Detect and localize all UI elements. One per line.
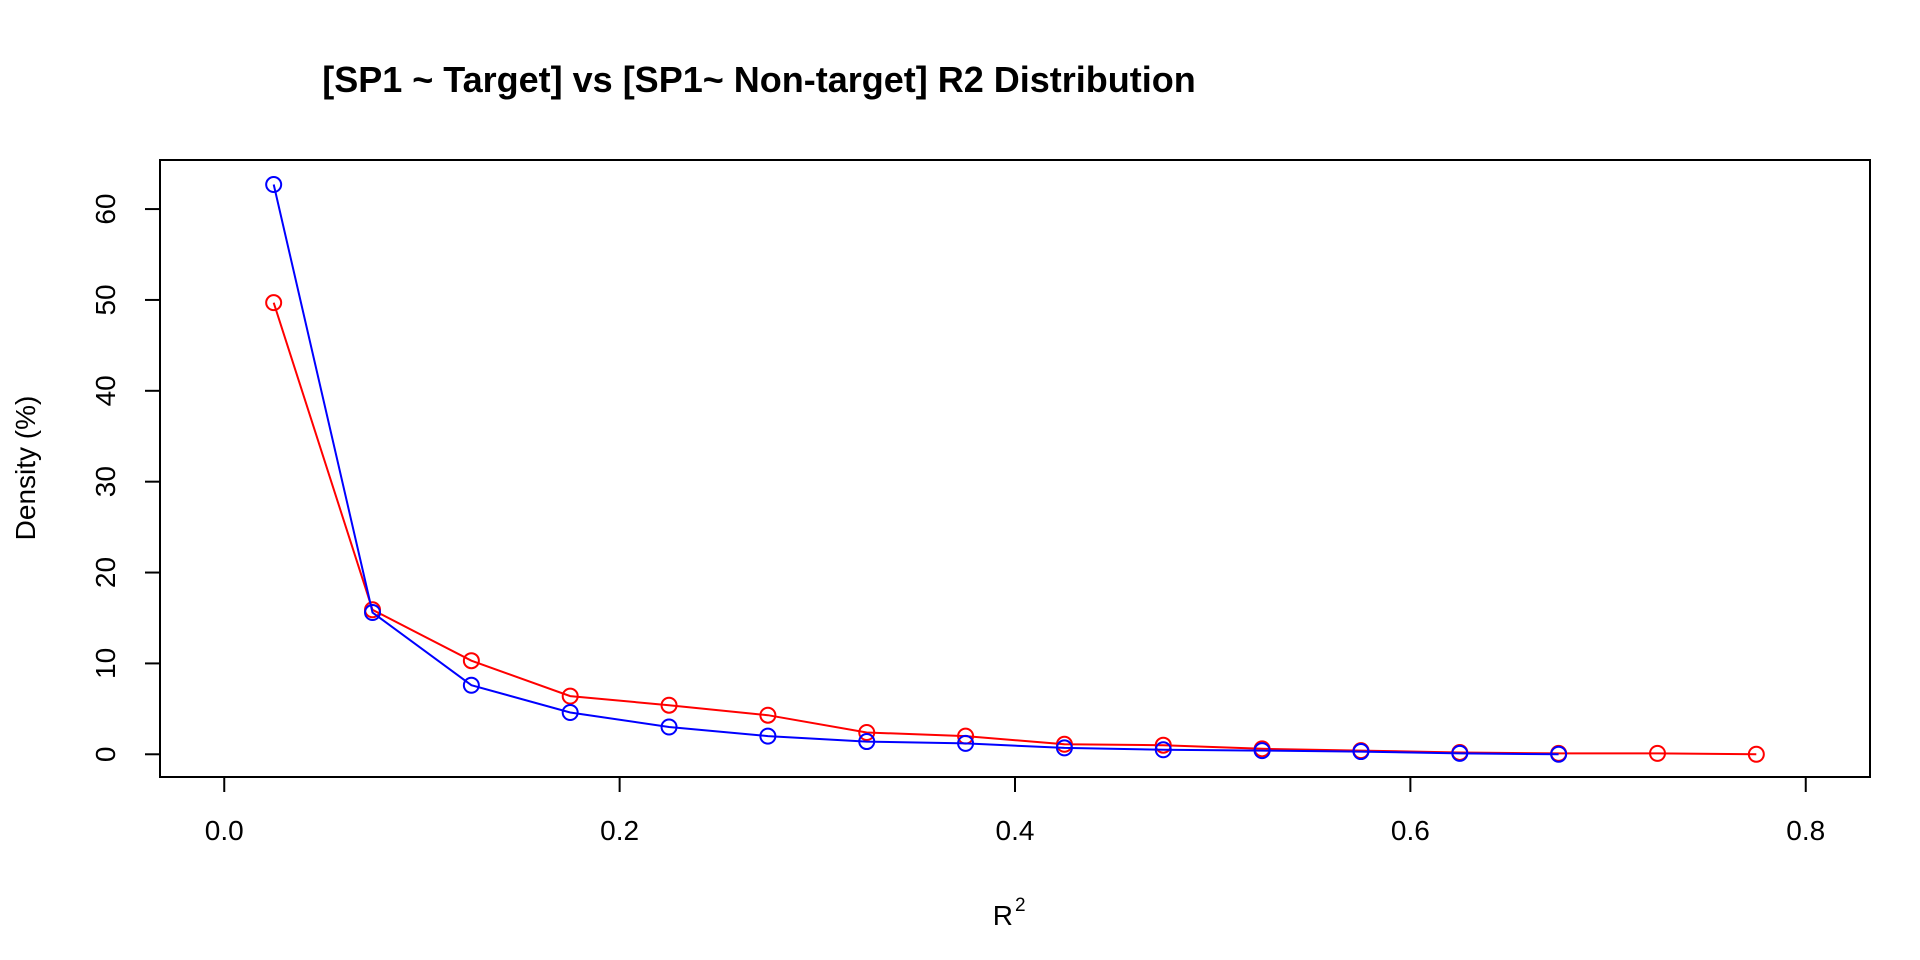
- series-1-point: [462, 652, 480, 670]
- series-2-point: [1154, 741, 1172, 759]
- series-1-point: [1154, 736, 1172, 754]
- series-2-point: [1055, 739, 1073, 757]
- x-tick-label: 0.8: [1786, 815, 1825, 846]
- plot-frame: [159, 159, 1871, 778]
- series-2-point: [957, 734, 975, 752]
- chart-title: [SP1 ~ Target] vs [SP1~ Non-target] R2 D…: [322, 59, 1195, 100]
- series-1-point: [561, 687, 579, 705]
- y-tick-label: 50: [90, 284, 121, 315]
- y-tick-label: 20: [90, 557, 121, 588]
- x-tick-label: 0.4: [996, 815, 1035, 846]
- series-1-point: [1747, 745, 1765, 763]
- series-2-point: [364, 604, 382, 622]
- series-2-point: [462, 676, 480, 694]
- series-1-point: [660, 696, 678, 714]
- y-axis: 0 10 20 30 40 50 60: [90, 193, 161, 762]
- series-1-point: [858, 723, 876, 741]
- series-2-point: [759, 727, 777, 745]
- series-layer: [265, 176, 1765, 763]
- x-tick-label: 0.2: [600, 815, 639, 846]
- x-axis: 0.0 0.2 0.4 0.6 0.8: [205, 776, 1825, 846]
- y-tick-label: 10: [90, 648, 121, 679]
- series-2-point: [1451, 744, 1469, 762]
- series-line-2: [272, 184, 1559, 756]
- series-2-point: [561, 703, 579, 721]
- y-tick-label: 60: [90, 193, 121, 224]
- series-1-point: [265, 294, 283, 312]
- series-1-point: [1648, 744, 1666, 762]
- y-tick-label: 40: [90, 375, 121, 406]
- series-2-point: [660, 718, 678, 736]
- x-tick-label: 0.6: [1391, 815, 1430, 846]
- x-axis-label: R: [993, 900, 1013, 931]
- y-tick-label: 0: [90, 746, 121, 762]
- y-axis-label: Density (%): [10, 396, 41, 541]
- x-tick-label: 0.0: [205, 815, 244, 846]
- x-axis-label-superscript: 2: [1015, 895, 1026, 916]
- series-2-point: [1352, 743, 1370, 761]
- series-line-1: [272, 302, 1757, 756]
- y-tick-label: 30: [90, 466, 121, 497]
- series-2-point: [858, 733, 876, 751]
- series-2-point: [265, 176, 283, 194]
- series-2-point: [1550, 745, 1568, 763]
- series-1-point: [759, 706, 777, 724]
- series-2-point: [1253, 742, 1271, 760]
